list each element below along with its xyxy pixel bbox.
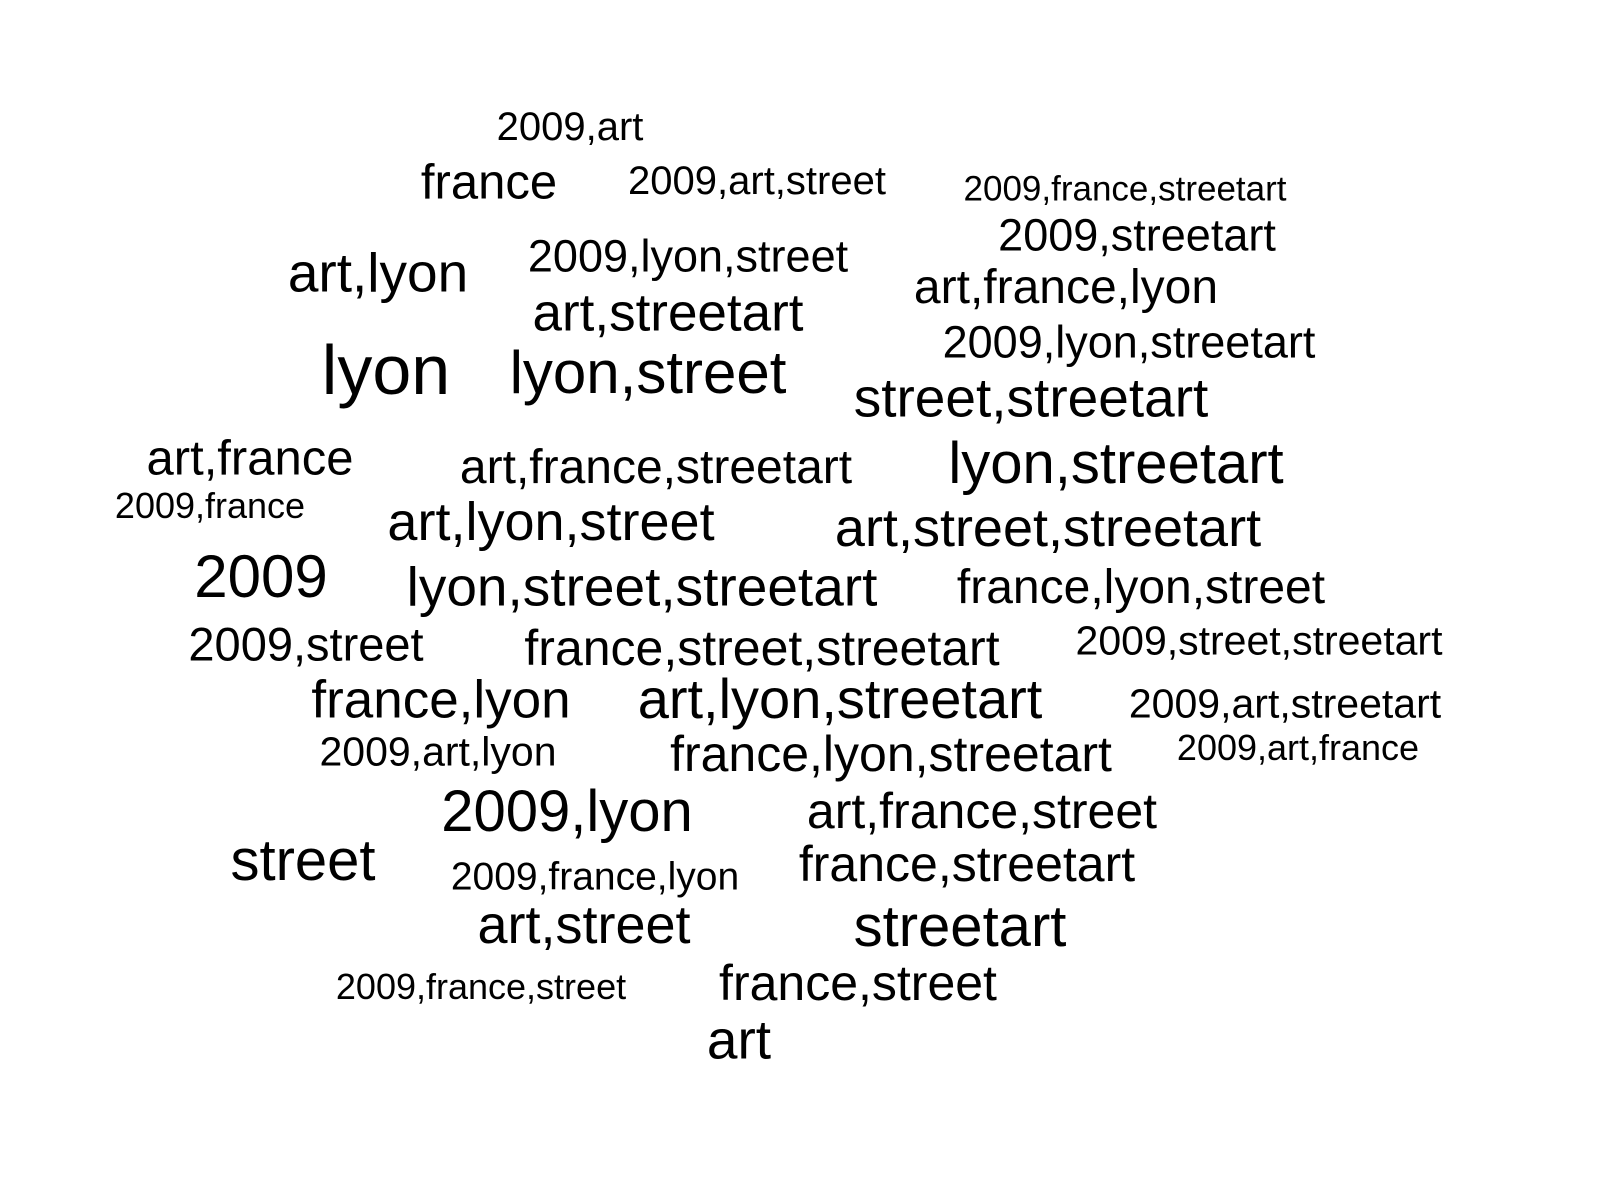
cloud-word: 2009,streetart [998,209,1276,261]
cloud-word: art,street [477,895,691,955]
cloud-word: 2009,art,lyon [319,728,557,775]
cloud-word: art,lyon [287,241,469,304]
cloud-word: art,lyon,streetart [637,667,1043,730]
cloud-word: street,streetart [853,366,1209,429]
cloud-word: art,street,streetart [834,498,1262,558]
cloud-word: art,france,street [806,783,1158,839]
cloud-word: france,street [719,955,997,1011]
cloud-word: street [230,828,376,893]
cloud-word: france,street,streetart [524,620,1000,676]
cloud-word: streetart [853,894,1067,959]
cloud-word: 2009,art,streetart [1128,680,1442,727]
cloud-word: 2009,france [114,485,306,526]
cloud-word: art [706,1008,772,1071]
cloud-word: lyon,street [509,339,787,406]
cloud-word: france,streetart [798,836,1136,892]
cloud-word: art,france,streetart [459,441,853,494]
cloud-word: france,lyon,streetart [670,726,1112,782]
cloud-word: 2009,france,street [335,966,627,1007]
cloud-word: 2009,france,lyon [450,855,740,899]
cloud-word: art,france [146,431,354,486]
cloud-word: france,lyon [311,670,571,730]
cloud-word: 2009,art [496,105,644,149]
cloud-word: art,streetart [532,283,804,343]
cloud-word: art,france,lyon [913,261,1219,314]
cloud-word: 2009,street,streetart [1075,617,1443,664]
cloud-word: 2009,art,street [628,159,886,203]
cloud-word: lyon [321,331,451,409]
cloud-word: 2009,france,streetart [963,169,1287,209]
cloud-word: art,lyon,street [387,492,715,552]
cloud-word: france,lyon,street [956,561,1326,614]
cloud-word: lyon,street,streetart [406,555,878,618]
cloud-word: 2009 [194,543,328,610]
cloud-word: 2009,lyon,street [527,230,849,282]
cloud-word: lyon,streetart [948,431,1284,496]
cloud-word: 2009,lyon,streetart [942,316,1316,368]
cloud-word: 2009,street [188,617,424,671]
cloud-word: france [420,155,558,210]
cloud-word: 2009,art,france [1176,727,1420,768]
cloud-word: 2009,lyon [441,779,693,844]
